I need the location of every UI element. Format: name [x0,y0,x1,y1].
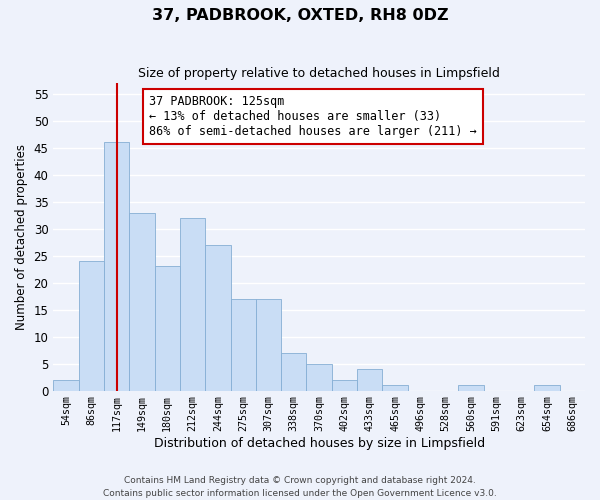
Bar [129,212,155,390]
Bar [307,364,332,390]
X-axis label: Distribution of detached houses by size in Limpsfield: Distribution of detached houses by size … [154,437,485,450]
Bar [382,385,408,390]
Bar [180,218,205,390]
Text: 37 PADBROOK: 125sqm
← 13% of detached houses are smaller (33)
86% of semi-detach: 37 PADBROOK: 125sqm ← 13% of detached ho… [149,96,477,138]
Bar [104,142,129,390]
Bar [155,266,180,390]
Bar [79,261,104,390]
Text: Contains HM Land Registry data © Crown copyright and database right 2024.
Contai: Contains HM Land Registry data © Crown c… [103,476,497,498]
Bar [535,385,560,390]
Text: 37, PADBROOK, OXTED, RH8 0DZ: 37, PADBROOK, OXTED, RH8 0DZ [152,8,448,22]
Y-axis label: Number of detached properties: Number of detached properties [15,144,28,330]
Bar [230,299,256,390]
Bar [281,353,307,391]
Bar [53,380,79,390]
Bar [205,245,230,390]
Bar [332,380,357,390]
Bar [256,299,281,390]
Title: Size of property relative to detached houses in Limpsfield: Size of property relative to detached ho… [138,68,500,80]
Bar [458,385,484,390]
Bar [357,369,382,390]
